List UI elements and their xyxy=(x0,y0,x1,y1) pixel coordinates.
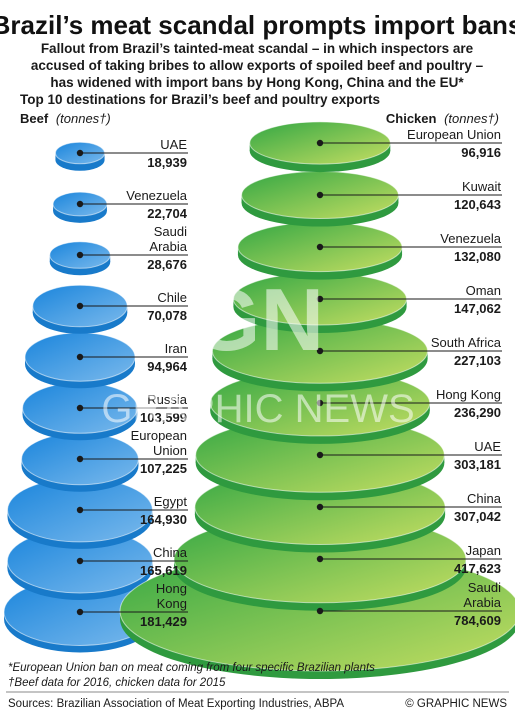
chicken-value-label: 120,643 xyxy=(454,197,501,212)
footnote-1: *European Union ban on meat coming from … xyxy=(8,662,375,674)
beef-heading-name: Beef xyxy=(20,111,49,126)
chicken-disc xyxy=(241,170,399,227)
subtitle-line-1: Fallout from Brazil’s tainted-meat scand… xyxy=(41,41,474,56)
section-band xyxy=(6,90,509,108)
chicken-country-label: Arabia xyxy=(463,595,501,610)
beef-value-label: 22,704 xyxy=(147,206,188,221)
beef-country-label: Egypt xyxy=(154,494,188,509)
beef-country-label: Saudi xyxy=(154,224,187,239)
credit-text: © GRAPHIC NEWS xyxy=(405,698,507,710)
beef-country-label: Union xyxy=(153,443,187,458)
chicken-value-label: 307,042 xyxy=(454,509,501,524)
watermark-text: GRAPHIC NEWS xyxy=(101,387,414,431)
beef-heading: Beef (tonnes†) xyxy=(20,111,111,126)
beef-country-label: Hong xyxy=(156,581,187,596)
beef-disc xyxy=(21,432,139,492)
beef-disc xyxy=(54,141,106,171)
beef-country-label: Kong xyxy=(157,596,187,611)
chicken-value-label: 227,103 xyxy=(454,353,501,368)
chicken-value-label: 784,609 xyxy=(454,613,501,628)
beef-country-label: Chile xyxy=(157,290,187,305)
page-title: Brazil’s meat scandal prompts import ban… xyxy=(0,10,515,40)
beef-value-label: 103,599 xyxy=(140,410,187,425)
beef-heading-unit: (tonnes†) xyxy=(56,111,111,126)
chicken-value-label: 147,062 xyxy=(454,301,501,316)
beef-disc xyxy=(52,191,108,223)
footnote-2: †Beef data for 2016, chicken data for 20… xyxy=(8,677,226,689)
beef-country-label: Venezuela xyxy=(126,188,187,203)
beef-value-label: 94,964 xyxy=(147,359,188,374)
chicken-country-label: European Union xyxy=(407,127,501,142)
beef-value-label: 28,676 xyxy=(147,257,187,272)
chicken-value-label: 236,290 xyxy=(454,405,501,420)
chicken-value-label: 96,916 xyxy=(461,145,501,160)
subtitle-line-2: accused of taking bribes to allow export… xyxy=(31,58,484,73)
chicken-disc xyxy=(249,121,391,173)
section-heading: Top 10 destinations for Brazil’s beef an… xyxy=(20,92,380,107)
chicken-country-label: UAE xyxy=(474,439,501,454)
beef-country-label: Russia xyxy=(147,392,188,407)
chicken-country-label: Saudi xyxy=(468,580,501,595)
beef-disc xyxy=(32,284,128,334)
chicken-value-label: 132,080 xyxy=(454,249,501,264)
source-text: Sources: Brazilian Association of Meat E… xyxy=(8,698,344,710)
chicken-heading-name: Chicken xyxy=(386,111,437,126)
chicken-country-label: Kuwait xyxy=(462,179,501,194)
beef-country-label: UAE xyxy=(160,137,187,152)
beef-value-label: 70,078 xyxy=(147,308,187,323)
chicken-country-label: Japan xyxy=(466,543,501,558)
beef-country-label: Arabia xyxy=(149,239,187,254)
chicken-country-label: Oman xyxy=(466,283,501,298)
watermark-monogram: GN xyxy=(192,270,324,369)
chicken-country-label: Venezuela xyxy=(440,231,501,246)
chicken-heading-unit: (tonnes†) xyxy=(444,111,499,126)
beef-country-label: China xyxy=(153,545,188,560)
beef-disc xyxy=(49,241,111,276)
chicken-heading: Chicken (tonnes†) xyxy=(386,111,499,126)
beef-disc xyxy=(24,332,136,389)
beef-value-label: 181,429 xyxy=(140,614,187,629)
beef-country-label: Iran xyxy=(165,341,187,356)
chicken-value-label: 303,181 xyxy=(454,457,501,472)
chicken-country-label: China xyxy=(467,491,502,506)
disc-labels: UAE18,939Venezuela22,704SaudiArabia28,67… xyxy=(76,127,502,629)
chicken-country-label: South Africa xyxy=(431,335,502,350)
beef-value-label: 18,939 xyxy=(147,155,187,170)
beef-value-label: 165,619 xyxy=(140,563,187,578)
chicken-country-label: Hong Kong xyxy=(436,387,501,402)
chicken-disc xyxy=(237,221,403,280)
chicken-value-label: 417,623 xyxy=(454,561,501,576)
beef-value-label: 164,930 xyxy=(140,512,187,527)
beef-value-label: 107,225 xyxy=(140,461,187,476)
beef-country-label: European xyxy=(131,428,187,443)
subtitle-line-3: has widened with import bans by Hong Kon… xyxy=(50,75,464,90)
watermark: GN GRAPHIC NEWS xyxy=(101,270,414,431)
